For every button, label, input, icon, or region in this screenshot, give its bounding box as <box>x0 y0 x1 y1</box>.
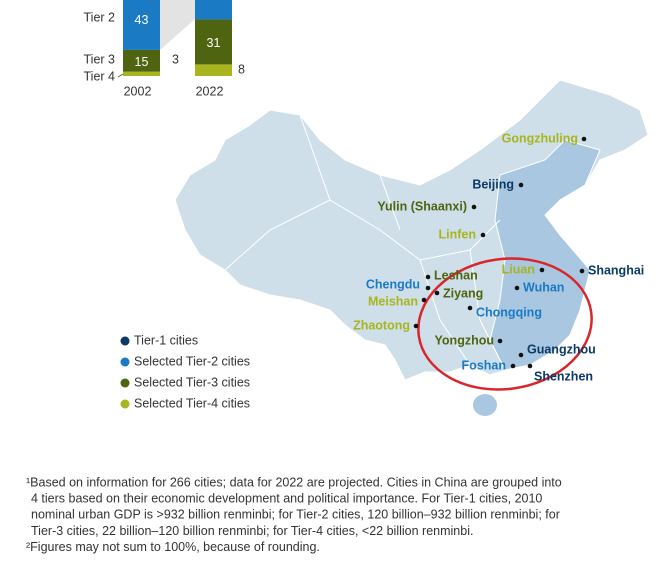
city-label: Yulin (Shaanxi) <box>377 199 467 213</box>
legend-dot <box>120 357 130 367</box>
bar-segment <box>195 19 232 65</box>
city-label: Shenzhen <box>534 369 593 383</box>
city-label: Yongzhou <box>435 333 494 347</box>
x-label: 2002 <box>124 84 152 98</box>
city-dot <box>527 363 533 369</box>
bar-segment <box>123 71 160 76</box>
legend-label: Selected Tier-2 cities <box>134 354 250 368</box>
bar-segment <box>123 49 160 72</box>
city-label: Liuan <box>502 262 535 276</box>
city-dot <box>471 204 477 210</box>
legend: Tier-1 cities Selected Tier-2 cities Selec… <box>120 333 250 410</box>
value-label: 3 <box>172 52 179 66</box>
value-label: 15 <box>135 55 149 69</box>
footnote-line: ¹Based on information for 266 cities; da… <box>26 475 562 489</box>
city-dot <box>497 338 503 344</box>
city-label: Zhaotong <box>353 318 410 332</box>
bar-segment <box>195 64 232 76</box>
bar-segment <box>123 0 160 50</box>
footnote-line: ²Figures may not sum to 100%, because of… <box>26 540 320 554</box>
footnote-line: 4 tiers based on their economic developm… <box>31 491 542 505</box>
x-label: 2022 <box>196 84 224 98</box>
country-shape <box>174 79 649 381</box>
legend-label: Tier-1 cities <box>134 333 198 347</box>
city-label: Chengdu <box>366 277 420 291</box>
footnote-line: Tier-3 cities, 22 billion–120 billion re… <box>31 524 473 538</box>
city-label: Wuhan <box>523 280 564 294</box>
footnote-line: nominal urban GDP is >932 billion renmin… <box>31 508 560 522</box>
row-label: Tier 3 <box>84 52 116 66</box>
city-label: Meishan <box>368 294 418 308</box>
city-dot <box>413 323 419 329</box>
value-label: 8 <box>238 62 245 76</box>
city-dot <box>579 268 585 274</box>
city-dot <box>510 363 516 369</box>
city-label: Ziyang <box>443 286 483 300</box>
hainan <box>473 394 497 416</box>
bar-segment-cropped <box>195 0 232 20</box>
map <box>174 79 649 416</box>
city-label: Foshan <box>462 358 506 372</box>
city-dot <box>514 285 520 291</box>
city-dot <box>425 285 431 291</box>
legend-dot <box>120 336 130 346</box>
city-label: Linfen <box>439 227 477 241</box>
row-label: Tier 4 <box>84 69 116 83</box>
city-dot <box>539 267 545 273</box>
city-dot <box>421 297 427 303</box>
city-label: Guangzhou <box>527 342 596 356</box>
legend-dot <box>120 378 130 388</box>
city-dot <box>581 136 587 142</box>
city-dot <box>434 290 440 296</box>
eastern-region <box>489 139 601 371</box>
city-dot <box>467 305 473 311</box>
city-dot <box>518 352 524 358</box>
city-label: Shanghai <box>588 263 644 277</box>
city-label: Leshan <box>434 268 478 282</box>
connector <box>160 0 195 50</box>
legend-label: Selected Tier-4 cities <box>134 396 250 410</box>
footnotes: ¹Based on information for 266 cities; da… <box>26 475 562 554</box>
city-dot <box>425 274 431 280</box>
province-borders <box>224 114 506 371</box>
inset-chart: Tier 2 Tier 3 Tier 4 3 15 43 2002 8 31 2022 <box>84 0 245 98</box>
cities: Beijing Shanghai Guangzhou Shenzhen Chengdu W… <box>353 131 644 383</box>
value-label: 43 <box>135 13 149 27</box>
city-label: Beijing <box>472 177 514 191</box>
value-label: 31 <box>207 36 221 50</box>
highlight-circle <box>417 257 593 391</box>
row-label: Tier 2 <box>84 10 116 24</box>
legend-dot <box>120 399 130 409</box>
legend-label: Selected Tier-3 cities <box>134 375 250 389</box>
city-dot <box>518 182 524 188</box>
city-dot <box>480 232 486 238</box>
city-label: Chongqing <box>476 305 542 319</box>
leader-line <box>117 73 124 78</box>
city-label: Gongzhuling <box>502 131 578 145</box>
